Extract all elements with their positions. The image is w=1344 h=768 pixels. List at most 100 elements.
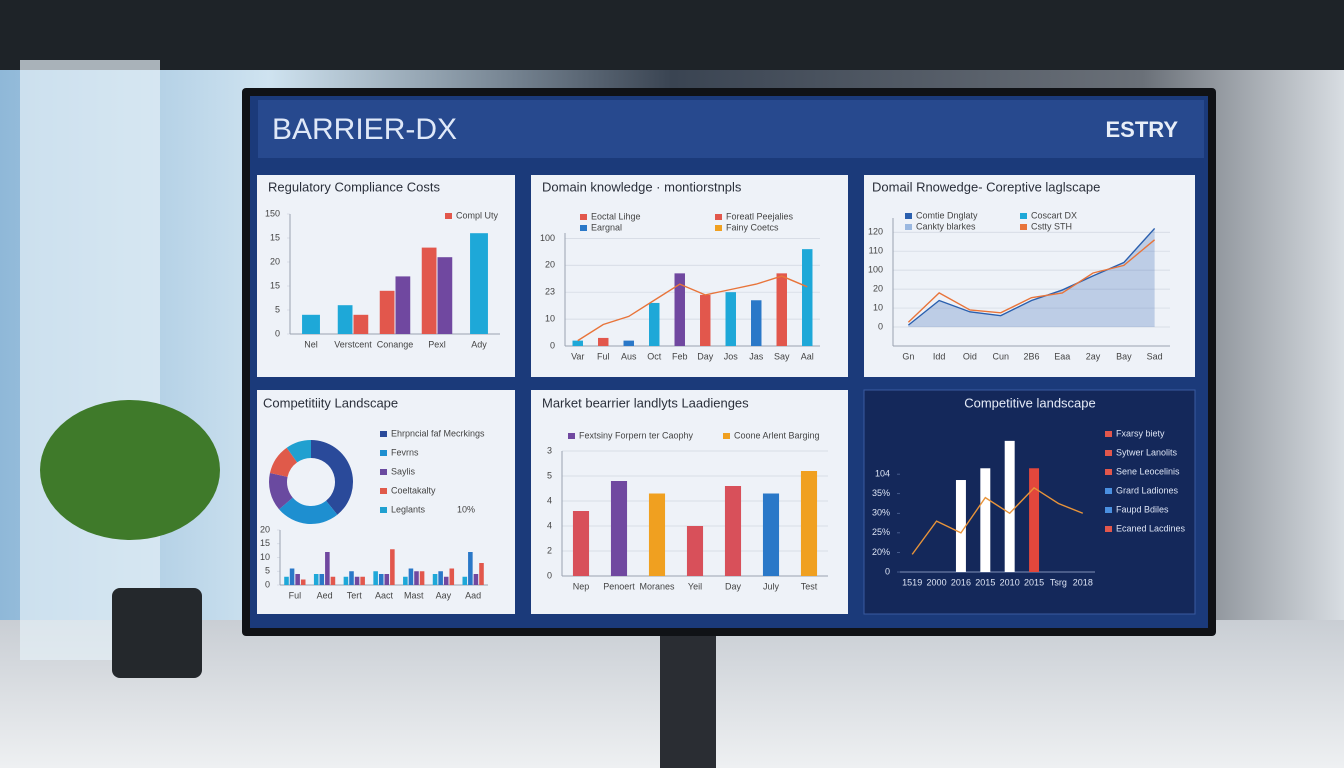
y-tick-label: 5 <box>547 470 552 480</box>
x-tick-label: Oct <box>647 351 662 361</box>
bar <box>572 511 590 576</box>
bar <box>343 576 349 585</box>
legend-label: Leglants <box>391 504 426 514</box>
plant <box>40 400 220 540</box>
x-tick-label: July <box>763 581 780 591</box>
legend-swatch <box>580 214 587 220</box>
bar <box>470 233 488 334</box>
bar <box>419 571 425 585</box>
chart-title: Competitive landscape <box>964 395 1096 410</box>
chart-title: Competitiity Landscape <box>263 395 398 410</box>
x-tick-label: Aus <box>621 351 637 361</box>
y-tick-label: 20 <box>270 256 280 266</box>
legend-swatch <box>445 213 452 219</box>
bar <box>395 276 411 334</box>
legend-label: Coscart DX <box>1031 210 1077 220</box>
line <box>577 275 808 342</box>
legend-swatch <box>715 214 722 220</box>
x-tick-label: Oid <box>963 351 977 361</box>
panel <box>864 175 1195 377</box>
x-tick-label: Eaa <box>1054 351 1070 361</box>
bar <box>379 290 395 334</box>
legend-swatch <box>1020 224 1027 230</box>
legend-label: Sytwer Lanolits <box>1116 447 1178 457</box>
legend-swatch <box>723 433 730 439</box>
legend-swatch <box>905 224 912 230</box>
x-tick-label: Var <box>571 351 584 361</box>
legend-label: Foreatl Peejalies <box>726 211 794 221</box>
legend-swatch <box>380 450 387 456</box>
y-tick-label: 150 <box>265 208 280 218</box>
y-tick-label: 4 <box>547 520 552 530</box>
y-tick-label: 100 <box>540 233 555 243</box>
bar <box>403 576 408 585</box>
bar <box>1004 440 1015 572</box>
y-tick-label: 0 <box>550 340 555 350</box>
bar <box>302 314 320 334</box>
legend-label: Grard Ladiones <box>1116 485 1179 495</box>
bar <box>438 571 443 585</box>
x-tick-label: 1519 <box>902 577 922 587</box>
x-tick-label: Tsrg <box>1050 577 1067 587</box>
x-tick-label: Day <box>697 351 714 361</box>
legend-label: Sene Leocelinis <box>1116 466 1180 476</box>
legend-label: Fevrns <box>391 447 419 457</box>
bar <box>700 294 711 346</box>
legend-label: Fextsiny Forpern ter Caophy <box>579 430 694 440</box>
x-tick-label: 2000 <box>927 577 947 587</box>
bar <box>353 314 369 334</box>
bar <box>437 257 453 334</box>
x-tick-label: Jas <box>749 351 764 361</box>
bar <box>337 305 353 334</box>
legend-label: Coeltakalty <box>391 485 436 495</box>
bar <box>725 292 736 346</box>
bar <box>751 300 762 346</box>
bar <box>762 493 780 576</box>
y-tick-label: 104 <box>875 469 890 479</box>
bar <box>421 247 437 334</box>
y-tick-label: 23 <box>545 287 555 297</box>
x-tick-label: Feb <box>672 351 688 361</box>
y-tick-label: 30% <box>872 508 890 518</box>
bar <box>378 574 384 585</box>
legend-swatch <box>380 431 387 437</box>
line <box>911 486 1084 555</box>
legend-label: Fainy Coetcs <box>726 222 779 232</box>
area <box>908 228 1155 328</box>
x-tick-label: Yeil <box>688 581 702 591</box>
bar <box>349 571 354 585</box>
bar <box>623 340 634 346</box>
y-tick-label: 100 <box>868 265 883 275</box>
x-tick-label: 2018 <box>1073 577 1093 587</box>
legend-label: Eoctal Lihge <box>591 211 641 221</box>
bar <box>800 471 818 576</box>
x-tick-label: Verstcent <box>334 339 372 349</box>
y-tick-label: 35% <box>872 488 890 498</box>
y-tick-label: 20% <box>872 547 890 557</box>
y-tick-label: 10 <box>873 302 883 312</box>
legend-swatch <box>380 507 387 513</box>
panel <box>531 390 848 614</box>
legend-swatch <box>580 225 587 231</box>
line <box>907 239 1156 323</box>
x-tick-label: 2010 <box>1000 577 1020 587</box>
bar <box>432 574 438 585</box>
legend-label: Cstty STH <box>1031 221 1072 231</box>
legend-swatch <box>1105 526 1112 532</box>
x-tick-label: 2B6 <box>1023 351 1039 361</box>
x-tick-label: Mast <box>404 590 424 600</box>
y-tick-label: 10 <box>260 552 270 562</box>
x-tick-label: 2ay <box>1086 351 1101 361</box>
bar <box>295 574 300 585</box>
bar <box>598 337 609 346</box>
bar <box>980 468 991 572</box>
legend-swatch <box>380 488 387 494</box>
x-tick-label: Tert <box>347 590 363 600</box>
y-tick-label: 0 <box>885 566 890 576</box>
x-tick-label: Aay <box>436 590 452 600</box>
y-tick-label: 0 <box>547 570 552 580</box>
x-tick-label: Gn <box>902 351 914 361</box>
bar <box>373 571 378 585</box>
x-tick-label: Ful <box>597 351 610 361</box>
x-tick-label: Jos <box>724 351 739 361</box>
